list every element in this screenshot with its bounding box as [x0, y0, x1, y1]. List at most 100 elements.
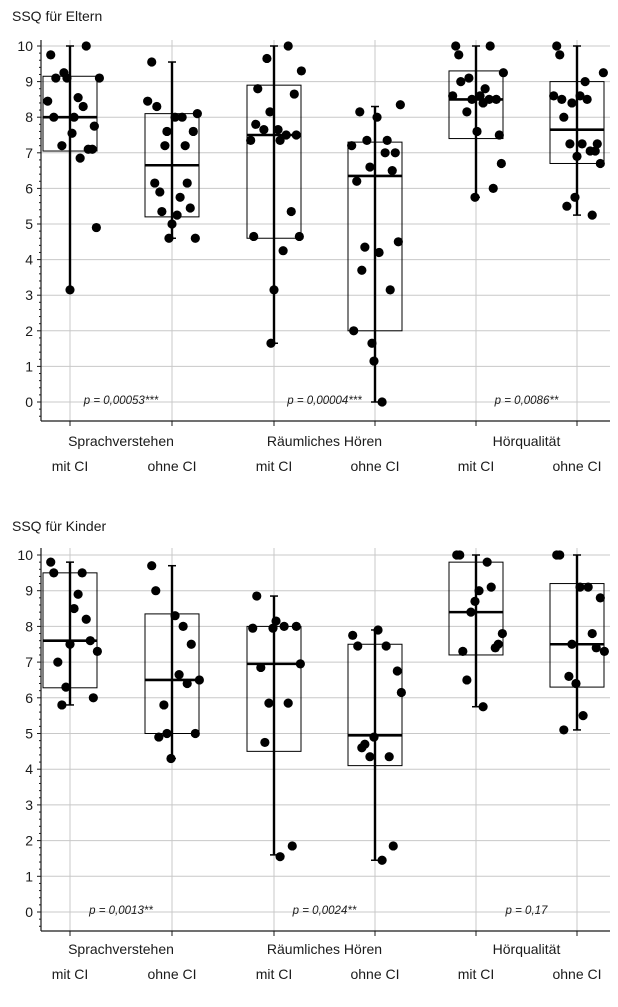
- x-group-label: Hörqualität: [493, 941, 561, 957]
- data-point: [349, 326, 359, 336]
- data-point: [78, 101, 88, 112]
- data-point: [362, 135, 372, 145]
- data-point: [170, 112, 180, 122]
- data-point: [273, 125, 283, 135]
- data-point: [260, 737, 270, 748]
- data-point: [474, 586, 484, 596]
- p-value-annotation: p = 0,0086**: [494, 395, 559, 407]
- data-point: [549, 91, 559, 101]
- data-point: [578, 711, 588, 721]
- boxplot-0: [42, 561, 98, 706]
- data-point: [77, 568, 87, 578]
- data-point: [592, 139, 602, 149]
- data-point: [567, 639, 577, 649]
- p-value-annotation: p = 0,00004***: [286, 395, 362, 407]
- data-point: [369, 356, 379, 366]
- y-tick-label: 0: [25, 904, 33, 920]
- data-point: [595, 158, 605, 169]
- y-tick-label: 8: [25, 618, 33, 634]
- data-point: [253, 84, 263, 94]
- data-point: [160, 141, 170, 151]
- data-point: [182, 678, 192, 689]
- chart-canvas-kinder: SSQ für Kinder 0 1 2 3 4 5 6 7 8 9 10 Sprachversteh…: [12, 518, 610, 982]
- data-point: [571, 678, 581, 689]
- data-point: [46, 557, 56, 567]
- data-point: [249, 231, 259, 242]
- x-subcategory-label: ohne CI: [552, 458, 601, 474]
- data-point: [455, 550, 465, 560]
- data-point: [177, 112, 187, 122]
- data-point: [496, 158, 506, 169]
- data-point: [480, 84, 490, 94]
- data-point: [575, 91, 585, 101]
- data-point: [81, 41, 91, 51]
- data-point: [49, 112, 59, 122]
- data-point: [557, 94, 567, 104]
- data-point: [182, 178, 192, 188]
- data-point: [357, 743, 367, 753]
- data-point: [595, 593, 605, 603]
- data-point: [598, 68, 608, 78]
- p-value-annotation: p = 0,00053***: [83, 395, 159, 407]
- data-point: [367, 338, 377, 348]
- chart-title: SSQ für Eltern: [12, 8, 102, 24]
- data-point: [488, 183, 498, 193]
- chart-ssq-kinder: SSQ für Kinder 0 1 2 3 4 5 6 7 8 9 10 Sprachversteh…: [0, 507, 618, 1007]
- data-point: [279, 621, 289, 631]
- data-point: [355, 107, 365, 117]
- data-point: [159, 700, 169, 710]
- data-point: [175, 192, 185, 202]
- data-point: [295, 659, 305, 669]
- data-point: [464, 73, 474, 83]
- data-point: [494, 130, 504, 140]
- data-point: [248, 623, 258, 633]
- p-value-annotation: p = 0,0024**: [292, 905, 357, 917]
- data-point: [485, 41, 495, 51]
- y-tick-label: 4: [25, 761, 33, 777]
- chart-title: SSQ für Kinder: [12, 518, 106, 534]
- chart-canvas-eltern: SSQ für Eltern 0 1 2 3 4 5 6 7 8 9 10 Sprachversteh…: [12, 8, 610, 474]
- x-subcategory-label: mit CI: [458, 458, 495, 474]
- data-point: [143, 96, 153, 106]
- x-subcategory-label: ohne CI: [350, 458, 399, 474]
- x-subcategory-label: mit CI: [458, 966, 495, 982]
- data-point: [190, 728, 200, 739]
- data-point: [155, 187, 165, 197]
- data-point: [278, 246, 288, 256]
- data-point: [174, 669, 184, 680]
- data-point: [572, 151, 582, 161]
- data-point: [565, 139, 575, 149]
- data-point: [577, 139, 587, 149]
- data-point: [396, 687, 406, 698]
- data-point: [360, 242, 370, 252]
- data-point: [395, 100, 405, 110]
- data-point: [387, 166, 397, 176]
- boxplot-0: [42, 45, 98, 291]
- y-tick-label: 9: [25, 74, 33, 90]
- data-point: [377, 855, 387, 865]
- data-point: [85, 636, 95, 646]
- data-point: [470, 596, 480, 607]
- data-point: [252, 591, 262, 601]
- x-group-label: Räumliches Hören: [267, 433, 382, 449]
- data-point: [81, 614, 91, 624]
- data-point: [266, 338, 276, 348]
- data-point: [478, 98, 488, 108]
- y-tick-label: 9: [25, 583, 33, 599]
- data-point: [67, 128, 77, 138]
- data-point: [462, 107, 472, 117]
- data-point: [294, 231, 304, 242]
- data-point: [65, 639, 75, 649]
- data-point: [559, 112, 569, 122]
- data-point: [491, 94, 501, 104]
- data-point: [347, 141, 357, 151]
- data-point: [262, 53, 272, 64]
- y-tick-label: 1: [25, 868, 33, 884]
- data-point: [296, 66, 306, 76]
- data-point: [583, 582, 593, 592]
- data-point: [88, 693, 98, 703]
- data-point: [43, 96, 53, 106]
- x-subcategory-label: ohne CI: [350, 966, 399, 982]
- data-point: [275, 852, 285, 862]
- y-tick-label: 10: [17, 38, 33, 54]
